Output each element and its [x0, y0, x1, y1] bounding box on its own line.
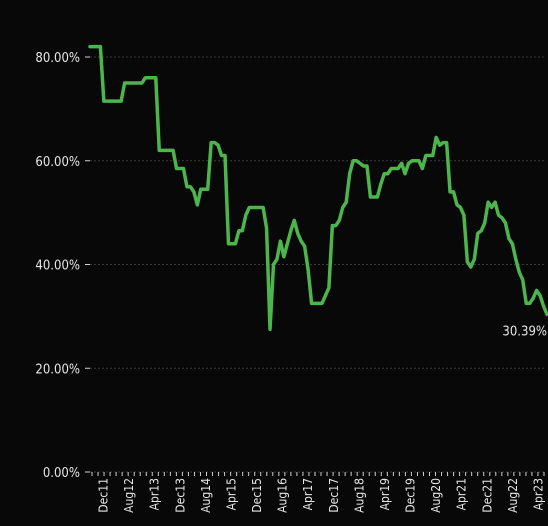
x-tick-label: Apr21: [455, 478, 469, 510]
x-tick-label: Aug12: [122, 478, 136, 513]
x-tick-label: Apr13: [148, 478, 162, 510]
x-tick-label: Aug16: [276, 478, 290, 513]
x-tick-label: Aug22: [506, 478, 520, 513]
last-value-label: 30.39%: [502, 324, 547, 339]
y-axis: 0.00% 20.00% 40.00% 60.00% 80.00%: [35, 51, 90, 481]
x-tick-label: Dec19: [404, 478, 418, 513]
x-tick-label: Apr15: [224, 478, 238, 510]
x-tick-label: Apr19: [378, 478, 392, 511]
x-tick-label: Dec17: [327, 478, 341, 513]
y-tick-label: 80.00%: [35, 51, 80, 66]
x-tick-label: Apr17: [301, 478, 315, 510]
x-tick-label: Aug18: [352, 478, 366, 513]
y-tick-label: 60.00%: [35, 155, 80, 170]
y-tick-label: 0.00%: [43, 466, 80, 481]
x-tick-label: Aug20: [429, 478, 443, 513]
x-tick-label: Dec13: [173, 478, 187, 513]
x-tick-label: Dec15: [250, 478, 264, 513]
y-tick-label: 20.00%: [35, 362, 80, 377]
series-line: [88, 44, 548, 332]
y-tick-label: 40.00%: [35, 259, 80, 274]
x-tick-label: Aug14: [199, 478, 213, 513]
grid-lines: [90, 56, 546, 473]
x-axis: Dec11 Aug12 Apr13 Dec13 Aug14 Apr15 Dec15 Aug16…: [91, 472, 546, 513]
x-tick-label: Dec21: [480, 478, 494, 513]
x-tick-label: Dec11: [97, 478, 111, 513]
x-tick-label: Apr23: [532, 478, 546, 510]
